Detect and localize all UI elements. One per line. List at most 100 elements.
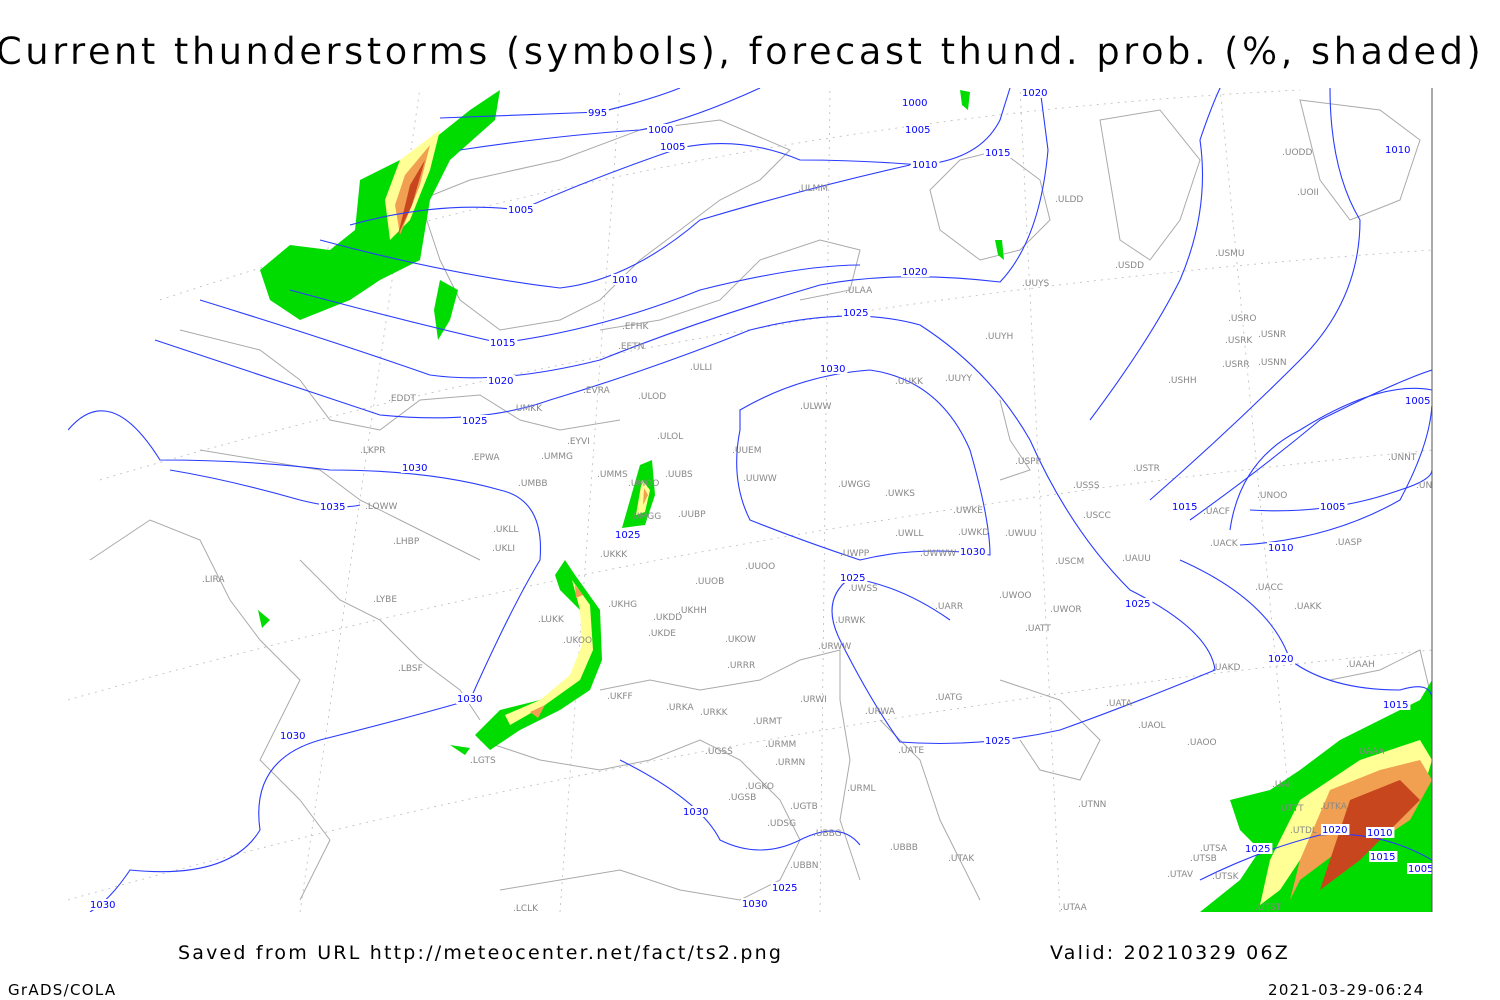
station-label: .URRR (727, 661, 755, 671)
station-label: .URWA (865, 707, 896, 717)
station-label: .USCC (1083, 511, 1111, 521)
station-label: .UBBN (790, 861, 819, 871)
isobar-label: 995 (588, 108, 607, 119)
station-label: .UKHH (678, 606, 707, 616)
station-labels: .ULMM .ULDD .USDD .USMU .UUYS .ULAA .EFHK .EETN… (202, 148, 1445, 913)
station-label: .UNNT (1388, 453, 1417, 463)
station-label: .EYVI (567, 437, 590, 447)
isobar-label: 1010 (612, 275, 637, 286)
station-label: .UKDD (653, 613, 682, 623)
isobar-label: 1025 (985, 736, 1010, 747)
station-label: .USRK (1225, 336, 1253, 346)
station-label: .UACK (1210, 539, 1239, 549)
source-url-text: Saved from URL http://meteocenter.net/fa… (178, 942, 784, 964)
station-label: .UACC (1255, 583, 1283, 593)
station-label: .UWUU (1005, 529, 1037, 539)
valid-time-text: Valid: 20210329 06Z (1050, 942, 1290, 964)
station-label: .UMBB (518, 479, 548, 489)
station-label: .USNR (1258, 330, 1286, 340)
station-label: .USRR (1222, 360, 1250, 370)
station-label: .UMOO (628, 479, 659, 489)
station-label: .UUBP (678, 510, 706, 520)
isobar-label: 1010 (912, 160, 937, 171)
station-label: .UDSG (767, 819, 796, 829)
station-label: .UATG (935, 693, 962, 703)
isobar-label: 1025 (1245, 844, 1270, 855)
station-label: .UUKK (895, 377, 924, 387)
station-label: .LBSF (398, 664, 423, 674)
isobar-label: 1030 (402, 463, 427, 474)
isobar-label: 1005 (1408, 864, 1433, 875)
station-label: .URWW (818, 642, 851, 652)
station-label: .UUBS (665, 470, 693, 480)
isobar-label: 1005 (508, 205, 533, 216)
station-label: .URWK (835, 616, 866, 626)
isobar-label: 1025 (772, 883, 797, 894)
station-label: .ULWW (800, 402, 832, 412)
isobar-label: 1025 (1125, 599, 1150, 610)
station-label: .ULMM (798, 184, 828, 194)
station-label: .UNBB (1416, 481, 1445, 491)
station-label: .UARR (935, 602, 963, 612)
isobar-label: 1020 (902, 267, 927, 278)
station-label: .UKLI (492, 544, 515, 554)
station-label: .ULDD (1055, 195, 1083, 205)
isobar-label: 1010 (1367, 828, 1392, 839)
station-label: .UTAV (1167, 870, 1194, 880)
station-label: .USCM (1055, 557, 1084, 567)
station-label: .UATT (1025, 624, 1051, 634)
station-label: .UTSK (1212, 872, 1240, 882)
coastlines-borders (89, 99, 1432, 901)
station-label: .UAAA (1356, 747, 1385, 757)
station-label: .UUOO (745, 562, 775, 572)
station-label: .UMGG (630, 512, 661, 522)
station-label: .UTAA (1060, 903, 1088, 913)
station-label: .UATE (898, 746, 924, 756)
station-label: .LUKK (538, 615, 565, 625)
station-label: .UTST (1255, 903, 1282, 913)
station-label: .EVRA (583, 386, 611, 396)
station-label: .EDDT (388, 394, 416, 404)
station-label: .USMU (1215, 249, 1245, 259)
station-label: .UWGG (838, 480, 870, 490)
station-label: .UKKK (600, 550, 628, 560)
station-label: .USTR (1133, 464, 1160, 474)
station-label: .URML (847, 784, 875, 794)
station-label: .UUYS (1022, 279, 1050, 289)
station-label: .UUYY (945, 374, 973, 384)
station-label: .UASP (1335, 538, 1362, 548)
station-label: .UNOO (1257, 491, 1287, 501)
isobar-label: 1025 (615, 530, 640, 541)
isobar-label: 1015 (1172, 502, 1197, 513)
station-label: .UWPP (840, 549, 870, 559)
station-label: .UAUU (1122, 554, 1151, 564)
station-label: .UTDL (1290, 826, 1317, 836)
isobar-label: 1020 (488, 376, 513, 387)
station-label: .UWSS (848, 584, 878, 594)
station-label: .UTSB (1190, 854, 1217, 864)
isobar-label: 1000 (648, 125, 673, 136)
station-label: .UTNN (1078, 800, 1106, 810)
station-label: .USDD (1115, 261, 1144, 271)
station-label: .URKK (700, 708, 729, 718)
isobar-label: 1030 (90, 900, 115, 911)
station-label: .UMMS (597, 470, 628, 480)
station-label: .UATA (1106, 699, 1133, 709)
isobar-label: 1005 (660, 142, 685, 153)
station-label: .UWLL (895, 529, 923, 539)
station-label: .UKFF (607, 692, 633, 702)
isobar-label: 1015 (490, 338, 515, 349)
station-label: .UKOO (563, 636, 592, 646)
isobar-label: 1025 (840, 573, 865, 584)
station-label: .UBBB (890, 843, 918, 853)
station-label: .UACF (1203, 507, 1230, 517)
isobar-label: 1020 (1322, 825, 1347, 836)
isobar-label: 1010 (1385, 145, 1410, 156)
isobar-label: 1030 (457, 694, 482, 705)
isobar-label: 1030 (683, 807, 708, 818)
station-label: .URKA (666, 703, 694, 713)
station-label: .UWOR (1050, 605, 1082, 615)
station-label: .UKHG (608, 600, 637, 610)
station-label: .UKOW (725, 635, 756, 645)
station-label: .UOII (1297, 188, 1319, 198)
